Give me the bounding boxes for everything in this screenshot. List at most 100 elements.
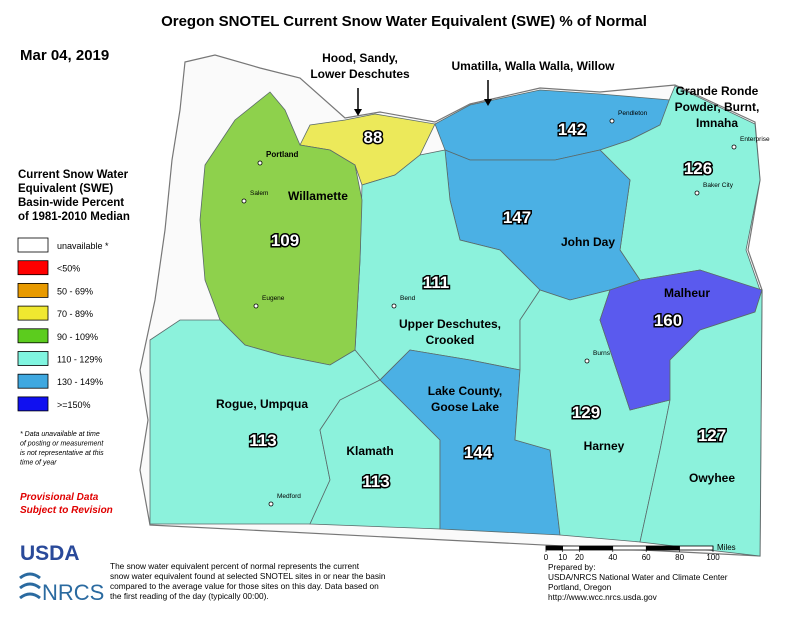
basin-value: 160 — [654, 311, 682, 330]
legend-title: Equivalent (SWE) — [18, 183, 113, 195]
legend-swatch — [17, 396, 49, 412]
footnote: is not representative at this — [20, 450, 104, 457]
basin — [639, 289, 763, 557]
legend-swatch — [17, 305, 49, 321]
basin-value: 88 — [364, 128, 383, 147]
basin-value: 111 — [423, 273, 450, 292]
basin-value: 127 — [698, 426, 726, 445]
description: compared to the average value for those … — [110, 581, 379, 591]
legend-swatch — [17, 260, 49, 276]
basin-value: 142 — [558, 120, 586, 139]
prepared-by: Prepared by: — [548, 562, 596, 572]
footnote: of posting or measurement — [20, 441, 104, 448]
description: the first reading of the day (typically … — [110, 591, 269, 601]
basin-name: Goose Lake — [431, 400, 499, 414]
basin-name: Rogue, Umpqua — [216, 397, 308, 411]
city-dot — [391, 303, 397, 309]
nrcs-logo: NRCS — [42, 580, 104, 605]
legend-title: of 1981-2010 Median — [18, 211, 130, 223]
basin-layer — [139, 54, 763, 557]
basin-value: 113 — [362, 472, 389, 491]
legend-label: 70 - 89% — [57, 309, 93, 319]
legend-label: 50 - 69% — [57, 286, 93, 296]
city-name: Bend — [400, 295, 416, 302]
legend-title: Basin-wide Percent — [18, 197, 124, 209]
prepared-by: Portland, Oregon — [548, 582, 612, 592]
provisional-note: Provisional Data — [20, 492, 99, 503]
scale-label: 80 — [675, 553, 684, 562]
basin-value: 113 — [249, 431, 276, 450]
scale-label: 100 — [706, 553, 720, 562]
arrow-head — [354, 109, 362, 116]
city-dot — [253, 303, 259, 309]
basin-name: Powder, Burnt, — [675, 100, 760, 114]
city-name: Enterprise — [740, 136, 770, 143]
city-dot — [694, 190, 700, 196]
basin-value: 144 — [464, 443, 493, 462]
basin-name: Willamette — [288, 189, 348, 203]
basin-name: Malheur — [664, 286, 710, 300]
description: The snow water equivalent percent of nor… — [110, 561, 360, 571]
usda-logo: USDA — [20, 542, 80, 565]
legend-label: unavailable * — [57, 241, 109, 251]
scale-segment — [646, 546, 680, 550]
city-dot — [609, 118, 615, 124]
prepared-by: USDA/NRCS National Water and Climate Cen… — [548, 572, 728, 582]
description: snow water equivalent found at selected … — [110, 571, 386, 581]
basin-name: Crooked — [426, 333, 475, 347]
city-name: Medford — [277, 493, 301, 500]
provisional-note: Subject to Revision — [20, 505, 113, 516]
scale-segment — [546, 546, 563, 550]
scale-segment — [579, 546, 613, 550]
city-name: Baker City — [703, 182, 734, 189]
arrow-head — [484, 99, 492, 106]
footnote: * Data unavailable at time — [20, 431, 100, 438]
city-dot — [584, 358, 590, 364]
city-name: Pendleton — [618, 110, 648, 117]
basin-name: Upper Deschutes, — [399, 317, 501, 331]
city-name: Burns — [593, 350, 611, 357]
scale-label: 10 — [558, 553, 567, 562]
scale-label: 40 — [608, 553, 617, 562]
legend-label: 130 - 149% — [57, 377, 103, 387]
basin-name: Owyhee — [689, 471, 735, 485]
city-name: Portland — [266, 150, 299, 159]
basin-name: John Day — [561, 235, 615, 249]
logo-mark — [19, 572, 41, 600]
basin-name: Umatilla, Walla Walla, Willow — [451, 59, 615, 73]
city-name: Salem — [250, 190, 268, 197]
city-dot — [268, 501, 274, 507]
legend-swatch — [17, 373, 49, 389]
legend-label: <50% — [57, 264, 80, 274]
legend-label: 110 - 129% — [57, 355, 102, 365]
basin-value: 129 — [572, 403, 600, 422]
city-name: Eugene — [262, 295, 285, 302]
scale-bar — [545, 545, 714, 551]
basin-name: Imnaha — [696, 116, 738, 130]
city-dot — [241, 198, 247, 204]
basin-name: Harney — [584, 439, 625, 453]
date: Mar 04, 2019 — [20, 47, 109, 64]
basin-value: 109 — [271, 231, 299, 250]
city-dot — [731, 144, 737, 150]
footnote: time of year — [20, 460, 57, 467]
legend-swatch — [17, 282, 49, 298]
legend-label: >=150% — [57, 400, 91, 410]
basin-name: Lower Deschutes — [310, 67, 410, 81]
basin-name: Hood, Sandy, — [322, 51, 398, 65]
basin-name: Klamath — [346, 444, 393, 458]
basin-value: 126 — [684, 159, 712, 178]
city-dot — [257, 160, 263, 166]
scale-unit: Miles — [717, 543, 736, 552]
basin-name: Lake County, — [428, 384, 502, 398]
title: Oregon SNOTEL Current Snow Water Equival… — [161, 13, 647, 30]
legend-title: Current Snow Water — [18, 169, 129, 181]
prepared-by: http://www.wcc.nrcs.usda.gov — [548, 592, 658, 602]
scale-label: 0 — [544, 553, 549, 562]
scale-label: 20 — [575, 553, 584, 562]
legend-swatch — [17, 237, 49, 253]
legend-swatch — [17, 351, 49, 366]
basin — [199, 91, 363, 366]
scale-label: 60 — [642, 553, 651, 562]
